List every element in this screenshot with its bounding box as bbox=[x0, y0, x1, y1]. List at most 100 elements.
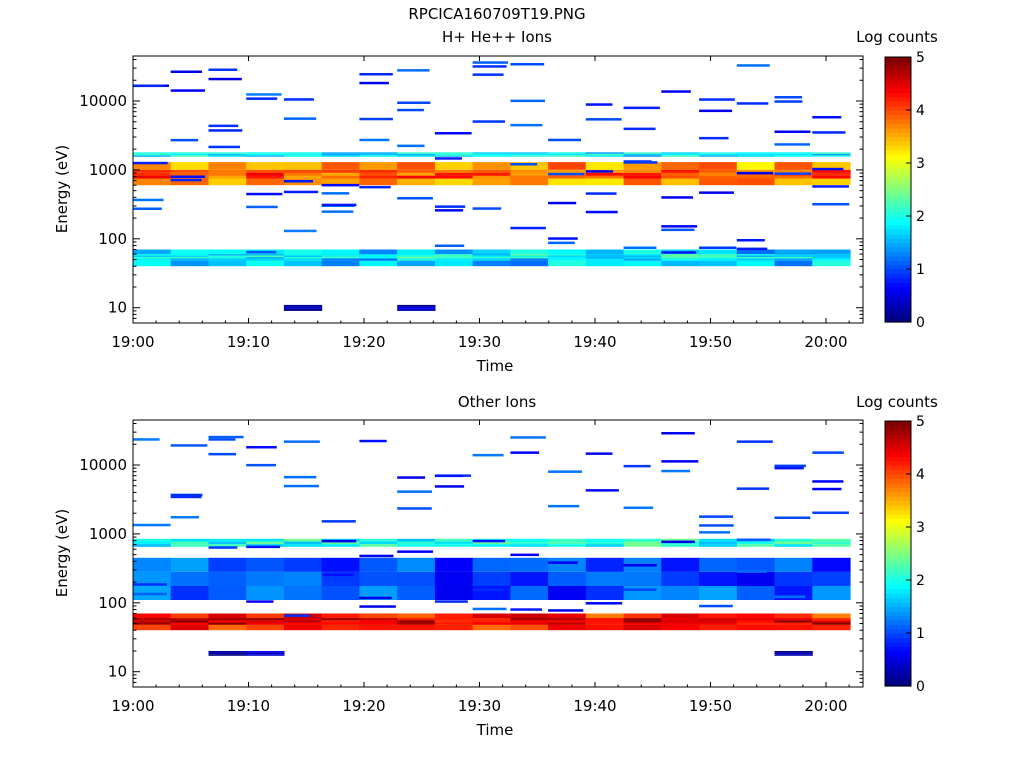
spectrogram-cell bbox=[246, 652, 285, 655]
spectrogram-streak bbox=[736, 570, 767, 573]
spectrogram-streak bbox=[397, 144, 425, 148]
colorbar-segment bbox=[885, 474, 911, 480]
colorbar-segment bbox=[885, 70, 911, 76]
colorbar-segment bbox=[885, 145, 911, 151]
spectrogram-cell bbox=[208, 172, 247, 176]
spectrogram-streak bbox=[510, 163, 538, 166]
spectrogram-cell bbox=[170, 541, 209, 545]
spectrogram-cell bbox=[208, 162, 247, 170]
colorbar-segment bbox=[885, 92, 911, 98]
spectrogram-streak bbox=[548, 172, 585, 176]
spectrogram-streak bbox=[472, 539, 506, 543]
spectrogram-cell bbox=[548, 622, 587, 625]
spectrogram-cell bbox=[774, 620, 813, 623]
spectrogram-cell bbox=[434, 585, 474, 600]
spectrogram-streak bbox=[133, 198, 164, 202]
spectrogram-cell bbox=[434, 162, 474, 170]
spectrogram-streak bbox=[472, 607, 507, 611]
x-tick-label: 19:00 bbox=[111, 333, 154, 351]
spectrogram-cell bbox=[133, 260, 172, 267]
spectrogram-streak bbox=[736, 247, 768, 251]
spectrogram-streak bbox=[359, 554, 394, 558]
spectrogram-streak bbox=[397, 507, 432, 510]
x-tick-label: 19:10 bbox=[227, 333, 270, 351]
spectrogram-cell bbox=[397, 618, 436, 621]
spectrogram-streak bbox=[283, 484, 319, 488]
spectrogram-cell bbox=[585, 557, 625, 572]
spectrogram-streak bbox=[623, 160, 652, 163]
spectrogram-streak bbox=[472, 120, 505, 123]
spectrogram-cell bbox=[359, 177, 398, 186]
colorbar-segment bbox=[885, 500, 911, 506]
colorbar-tick-label: 1 bbox=[916, 626, 925, 642]
spectrogram-cell bbox=[359, 169, 398, 173]
spectrogram-streak bbox=[170, 70, 202, 73]
spectrogram-cell bbox=[623, 152, 662, 154]
y-axis: 10 100 1000 10000 bbox=[79, 423, 863, 688]
spectrogram-cell bbox=[359, 557, 398, 572]
colorbar-segment bbox=[885, 566, 911, 572]
spectrogram-cell bbox=[774, 169, 813, 173]
spectrogram-streak bbox=[208, 452, 237, 456]
spectrogram-cell bbox=[661, 260, 700, 267]
spectrogram-streak bbox=[472, 61, 508, 64]
spectrogram-streak bbox=[510, 123, 543, 127]
colorbar-segment bbox=[885, 304, 911, 310]
spectrogram-streak bbox=[510, 553, 539, 557]
spectrogram-cell bbox=[472, 155, 511, 157]
colorbar-segment bbox=[885, 615, 911, 621]
colorbar-label: Log counts bbox=[856, 28, 938, 46]
spectrogram-cell bbox=[812, 571, 851, 586]
spectrogram-streak bbox=[548, 237, 578, 240]
spectrogram-cell bbox=[246, 257, 285, 259]
spectrogram-cell bbox=[208, 257, 247, 259]
spectrogram-cell bbox=[736, 557, 776, 572]
y-axis-label: Energy (eV) bbox=[53, 509, 71, 597]
colorbar-tick-label: 5 bbox=[916, 50, 925, 66]
colorbar-segment bbox=[885, 79, 911, 85]
colorbar-tick-label: 2 bbox=[916, 573, 925, 589]
spectrogram-cell bbox=[472, 162, 511, 170]
spectrogram-cell bbox=[472, 541, 511, 545]
spectrogram-cell bbox=[397, 308, 436, 311]
y-tick-label: 1000 bbox=[89, 525, 127, 543]
spectrogram-streak bbox=[812, 480, 844, 483]
x-tick-label: 19:00 bbox=[111, 697, 154, 715]
spectrogram-cell bbox=[283, 544, 323, 547]
spectrogram-streak bbox=[736, 239, 765, 242]
spectrogram-cell bbox=[321, 175, 360, 179]
spectrogram-cell bbox=[434, 544, 474, 547]
spectrogram-cell bbox=[133, 177, 172, 186]
colorbar-segment bbox=[885, 96, 911, 102]
spectrogram-cell bbox=[736, 162, 776, 170]
spectrogram-cell bbox=[812, 169, 851, 173]
spectrogram-cell bbox=[548, 624, 587, 631]
colorbar-segment bbox=[885, 61, 911, 67]
spectrogram-cell bbox=[736, 254, 776, 256]
spectrogram-cell bbox=[548, 544, 587, 547]
plot-frame bbox=[132, 55, 864, 324]
spectrogram-cell bbox=[359, 152, 398, 154]
colorbar-tick-label: 3 bbox=[916, 156, 925, 172]
spectrogram-streak bbox=[246, 192, 283, 196]
spectrogram-cell bbox=[548, 249, 587, 256]
spectrogram-cell bbox=[321, 557, 360, 572]
spectrogram-streak bbox=[585, 170, 614, 173]
spectrogram-cell bbox=[585, 624, 625, 631]
spectrogram-cell bbox=[246, 654, 285, 656]
spectrogram-cell bbox=[812, 624, 851, 631]
spectrogram-streak bbox=[623, 506, 654, 509]
spectrogram-cell bbox=[699, 249, 738, 256]
spectrogram-cell bbox=[397, 557, 436, 572]
spectrogram-cell bbox=[359, 162, 398, 170]
spectrogram-cell bbox=[699, 172, 738, 176]
spectrogram-streak bbox=[585, 118, 622, 121]
spectrogram-cell bbox=[812, 257, 851, 259]
spectrogram-cell bbox=[623, 622, 662, 625]
spectrogram-cell bbox=[774, 618, 813, 621]
spectrogram-cell bbox=[246, 162, 285, 170]
spectrogram-cell bbox=[283, 255, 323, 257]
spectrogram-streak bbox=[321, 210, 354, 213]
spectrogram-cell bbox=[510, 152, 549, 154]
spectrogram-cell bbox=[736, 541, 776, 545]
